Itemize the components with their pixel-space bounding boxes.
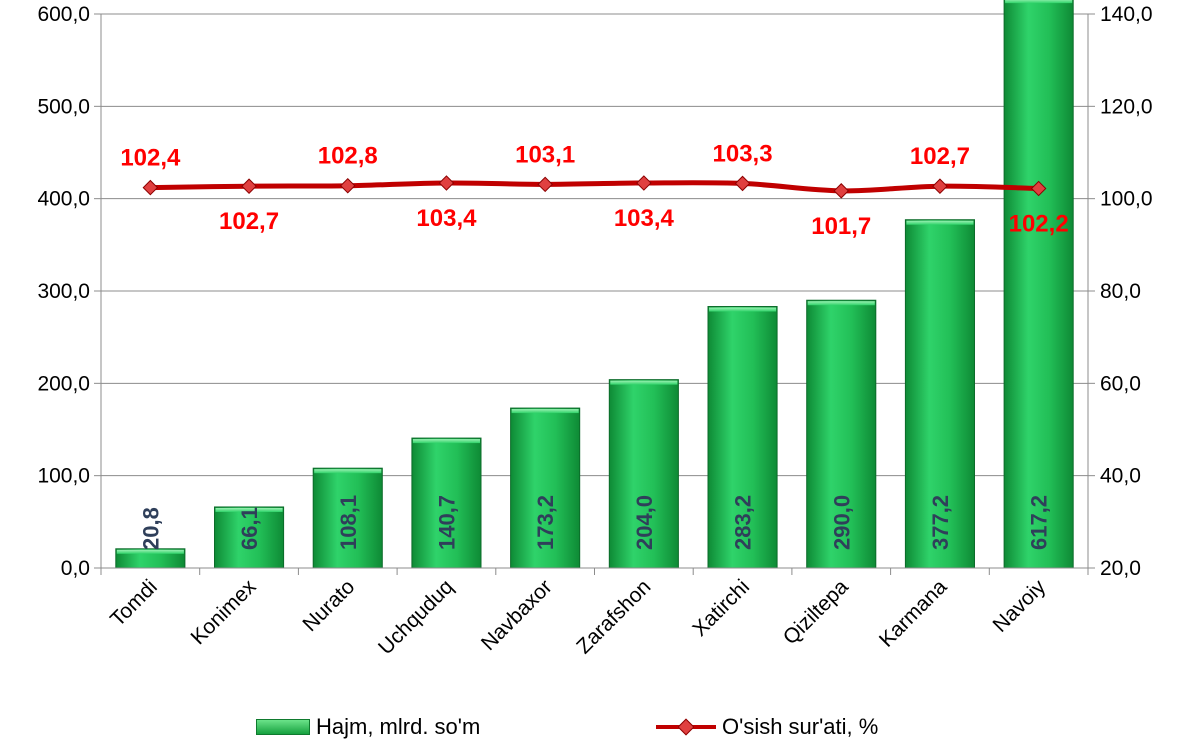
line-value-label: 102,4 xyxy=(120,145,181,172)
y-left-tick-label: 200,0 xyxy=(37,372,90,395)
line-value-label: 103,1 xyxy=(515,141,575,168)
x-category-label: Qiziltepa xyxy=(779,575,853,649)
y-right-tick-label: 120,0 xyxy=(1100,95,1153,118)
y-right-tick-label: 140,0 xyxy=(1100,3,1153,26)
legend: Hajm, mlrd. so'm O'sish sur'ati, % xyxy=(0,714,1178,744)
y-right-tick-label: 80,0 xyxy=(1100,280,1141,303)
y-left-tick-label: 100,0 xyxy=(37,465,90,488)
bar-highlight xyxy=(709,307,777,312)
bar-value-label: 617,2 xyxy=(1027,495,1052,550)
line-marker xyxy=(1030,180,1047,197)
bar xyxy=(312,467,383,569)
x-category-label: Navoiy xyxy=(989,575,1051,637)
y-left-tick-label: 300,0 xyxy=(37,280,90,303)
line-series xyxy=(142,175,1047,199)
bar xyxy=(806,299,877,569)
bar-value-label: 108,1 xyxy=(336,495,361,550)
growth-line xyxy=(150,180,1039,194)
x-category-label: Uchquduq xyxy=(374,575,458,659)
legend-label-volume: Hajm, mlrd. so'm xyxy=(316,714,481,739)
line-value-label: 103,4 xyxy=(614,205,675,232)
y-left-tick-label: 600,0 xyxy=(37,3,90,26)
legend-label-growth: O'sish sur'ati, % xyxy=(722,714,879,739)
bar-value-label: 173,2 xyxy=(533,495,558,550)
line-marker xyxy=(339,177,356,194)
x-category-label: Konimex xyxy=(187,575,261,649)
bar-value-label: 20,8 xyxy=(138,507,163,550)
x-category-label: Navbaxor xyxy=(477,575,557,655)
bar-highlight xyxy=(1005,0,1073,4)
y-left-tick-label: 500,0 xyxy=(37,95,90,118)
line-value-label: 103,4 xyxy=(416,205,477,232)
bar-value-label: 283,2 xyxy=(731,495,756,550)
line-marker xyxy=(438,175,455,191)
y-right-tick-label: 100,0 xyxy=(1100,188,1153,211)
bar-highlight xyxy=(906,220,974,225)
bar xyxy=(1003,0,1074,569)
y-left-tick-label: 400,0 xyxy=(37,188,90,211)
line-marker xyxy=(537,176,553,193)
bar-value-label: 377,2 xyxy=(928,495,953,550)
bar xyxy=(904,219,975,569)
x-category-label: Xatirchi xyxy=(688,575,754,641)
line-marker xyxy=(636,175,652,191)
bar-value-label: 140,7 xyxy=(434,495,459,550)
bar xyxy=(510,407,581,569)
y-left-tick-label: 0,0 xyxy=(61,557,90,580)
data-labels: 20,8 66,1 108,1 140,7 173,2 204,0 283,2 290,0 37… xyxy=(120,140,1068,550)
bar-highlight xyxy=(314,469,382,474)
line-marker xyxy=(142,179,159,196)
bar-value-label: 204,0 xyxy=(632,495,657,550)
combo-chart: 0,0 100,0 200,0 300,0 400,0 500,0 600,0 20,0 40,… xyxy=(37,0,1153,659)
line-marker xyxy=(734,175,751,192)
line-marker xyxy=(833,183,850,199)
x-category-label: Nurato xyxy=(298,575,359,636)
line-value-label: 102,7 xyxy=(219,208,279,235)
bar-highlight xyxy=(610,380,678,385)
bar-highlight xyxy=(412,439,480,444)
legend-item-growth: O'sish sur'ati, % xyxy=(656,714,878,740)
line-value-label: 102,7 xyxy=(910,143,970,170)
bar-series xyxy=(115,0,1074,569)
bar-highlight xyxy=(116,549,184,554)
bar xyxy=(411,437,482,569)
line-value-label: 101,7 xyxy=(811,213,871,240)
bar xyxy=(608,379,679,569)
bar-value-label: 66,1 xyxy=(237,507,262,550)
bar-highlight xyxy=(215,507,283,512)
axes: 0,0 100,0 200,0 300,0 400,0 500,0 600,0 20,0 40,… xyxy=(37,3,1152,659)
y-right-tick-label: 20,0 xyxy=(1100,557,1141,580)
line-marker xyxy=(241,178,257,194)
line-value-label: 102,8 xyxy=(318,143,378,170)
legend-item-volume: Hajm, mlrd. so'm xyxy=(256,714,480,740)
legend-line-swatch xyxy=(656,715,716,739)
y-right-tick-label: 60,0 xyxy=(1100,372,1141,395)
bar xyxy=(707,306,778,569)
x-category-label: Tomdi xyxy=(106,575,162,631)
y-right-tick-label: 40,0 xyxy=(1100,465,1141,488)
x-category-label: Karmana xyxy=(875,575,952,652)
bar-value-label: 290,0 xyxy=(829,495,854,550)
legend-bar-swatch xyxy=(256,719,310,735)
bar-highlight xyxy=(511,409,579,414)
x-category-label: Zarafshon xyxy=(572,575,655,658)
line-value-label: 103,3 xyxy=(713,140,773,167)
line-value-label: 102,2 xyxy=(1009,211,1069,238)
bar-highlight xyxy=(807,301,875,306)
line-marker xyxy=(932,178,948,194)
